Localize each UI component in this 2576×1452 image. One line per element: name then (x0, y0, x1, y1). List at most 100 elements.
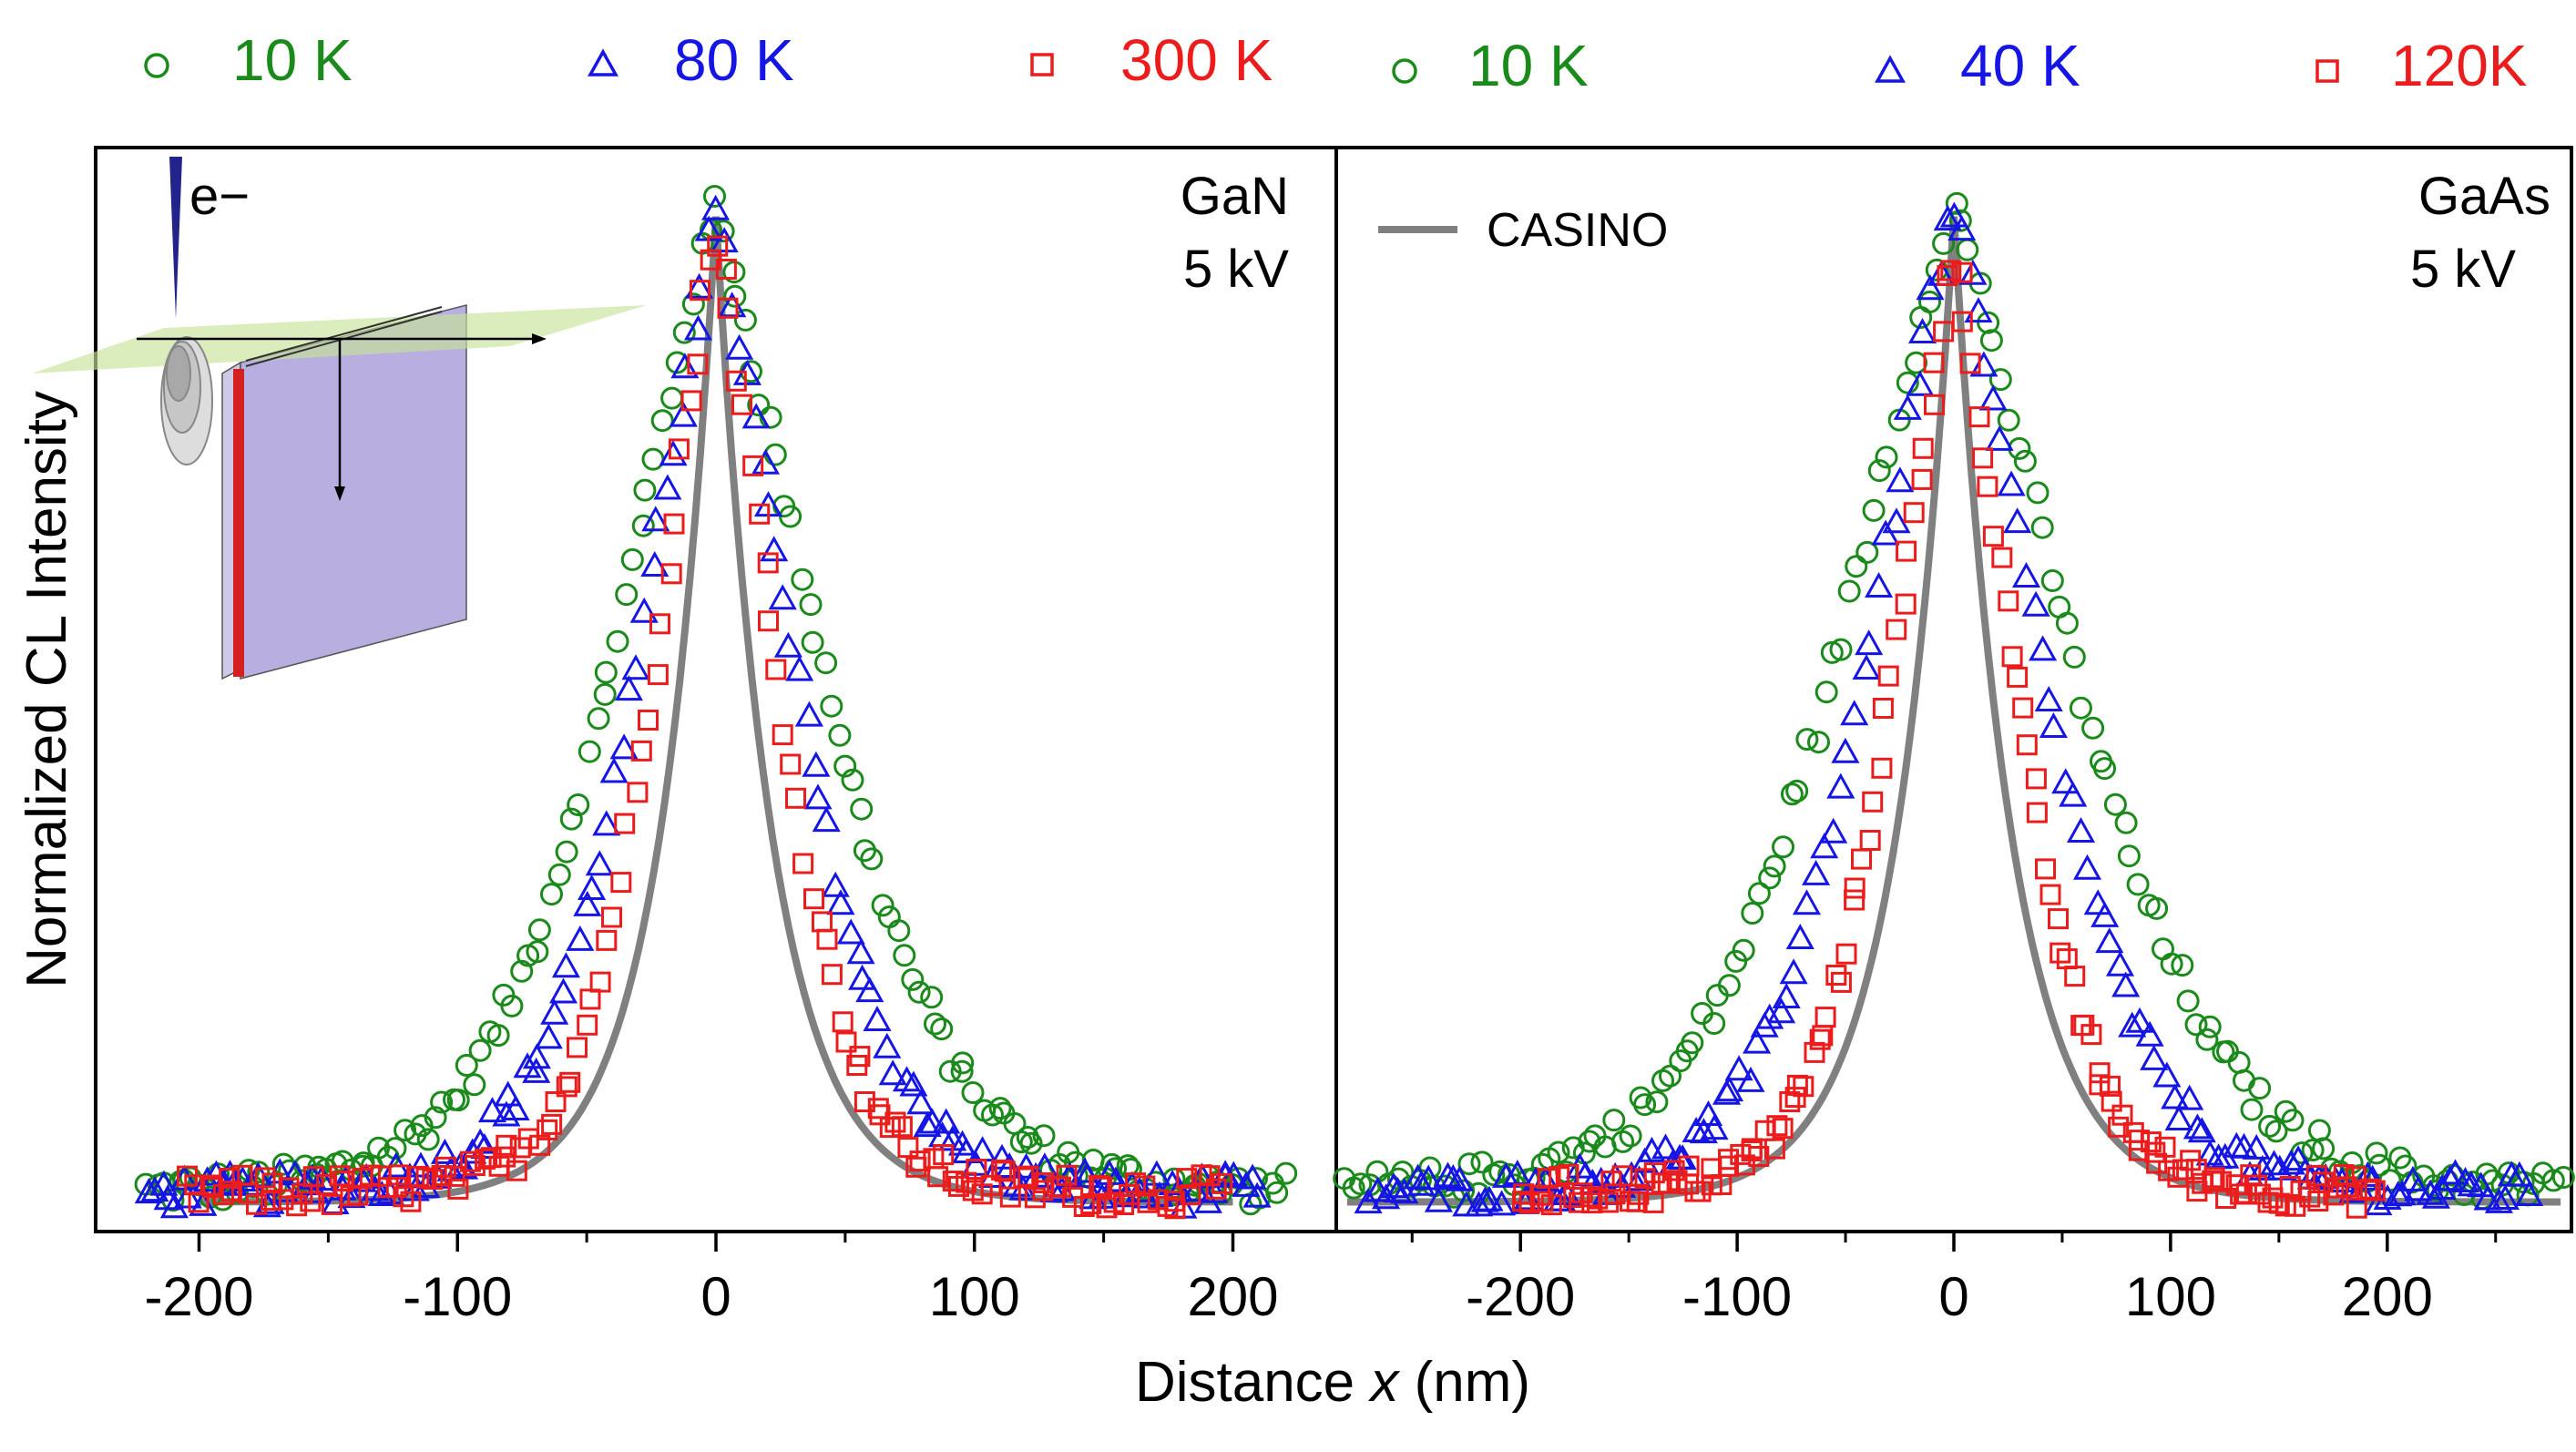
data-point-triangle (873, 1032, 902, 1058)
casino-legend-label: CASINO (1487, 204, 1668, 257)
data-point-square (660, 563, 682, 585)
data-point-triangle (2440, 1159, 2470, 1185)
x-tick-label: -100 (1682, 1266, 1792, 1327)
data-point-triangle (1916, 274, 1945, 301)
data-point-triangle (1840, 700, 1869, 726)
data-point-triangle (406, 1151, 435, 1178)
data-point-circle (1948, 209, 1972, 232)
data-point-triangle (794, 700, 823, 727)
data-point-circle (1470, 1150, 1494, 1174)
data-point-triangle (821, 871, 850, 897)
data-point-circle (1116, 1154, 1140, 1178)
data-point-triangle (1700, 1114, 1729, 1140)
data-point-circle (1274, 1161, 1298, 1185)
data-point-circle (1977, 311, 2000, 334)
data-point-square (884, 1111, 906, 1133)
data-point-circle (2176, 989, 2200, 1013)
voltage-label: 5 kV (1183, 240, 1289, 299)
data-point-circle (1119, 1158, 1142, 1181)
data-point-triangle (1882, 507, 1911, 534)
data-point-triangle (785, 655, 814, 681)
data-point-circle (620, 547, 644, 571)
data-point-square (1748, 1146, 1770, 1167)
data-point-square (1911, 468, 1933, 490)
legend-label: 80 K (674, 27, 794, 93)
data-point-square (545, 1091, 567, 1112)
data-point-triangle (2353, 1161, 2382, 1187)
right-plot-frame (1334, 146, 2573, 1233)
data-point-square (529, 1134, 551, 1156)
x-tick-label: 0 (1938, 1266, 1968, 1327)
data-point-triangle (492, 1100, 521, 1127)
data-point-triangle (917, 1108, 947, 1134)
data-point-circle (1925, 258, 1948, 281)
data-point-triangle (855, 977, 884, 1003)
data-point-square (400, 1191, 422, 1212)
legend-marker-circle (144, 53, 169, 78)
data-point-square (1835, 943, 1857, 965)
data-point-square (2035, 858, 2056, 880)
data-point-circle (1905, 351, 1928, 374)
data-point-square (1600, 1171, 1622, 1192)
data-point-square (579, 988, 601, 1010)
data-point-triangle (1651, 1133, 1681, 1160)
data-point-triangle (2072, 854, 2102, 880)
data-point-circle (1855, 540, 1879, 564)
data-point-square (1896, 540, 1917, 562)
data-point-triangle (173, 1182, 202, 1209)
data-point-circle (2541, 1169, 2565, 1192)
data-point-triangle (2034, 686, 2063, 711)
data-point-triangle (522, 1043, 551, 1069)
data-point-circle (1807, 731, 1830, 754)
data-point-circle (633, 478, 657, 502)
data-point-square (765, 659, 787, 680)
data-point-square (1611, 1165, 1633, 1187)
data-point-square (1772, 1118, 1794, 1140)
data-point-square (821, 964, 843, 986)
data-point-circle (1945, 191, 1968, 215)
data-point-circle (841, 768, 864, 792)
data-point-square (577, 1014, 598, 1036)
arrowhead-icon (532, 333, 547, 344)
legend-marker-triangle (1875, 55, 1906, 83)
data-point-square (1754, 1120, 1776, 1141)
data-point-square (1895, 593, 1917, 615)
data-point-circle (2069, 696, 2092, 720)
data-point-circle (1875, 445, 1898, 469)
data-point-triangle (1379, 1172, 1408, 1199)
data-point-square (1877, 665, 1899, 687)
data-point-square (2364, 1180, 2386, 1201)
data-point-circle (606, 629, 629, 653)
data-point-circle (486, 1024, 510, 1048)
data-point-square (444, 1165, 465, 1187)
data-point-triangle (1142, 1160, 1171, 1186)
data-point-circle (1578, 1130, 1601, 1153)
data-point-circle (1932, 231, 1956, 255)
data-point-circle (681, 292, 705, 316)
data-point-triangle (2029, 635, 2058, 661)
data-point-triangle (1736, 1066, 1765, 1092)
data-point-square (567, 1037, 588, 1058)
data-point-circle (641, 447, 665, 471)
data-point-triangle (2021, 590, 2050, 617)
data-point-circle (2281, 1109, 2305, 1132)
data-point-triangle (670, 353, 700, 379)
data-point-circle (650, 409, 674, 433)
data-point-circle (1633, 1093, 1657, 1117)
data-point-circle (893, 944, 916, 967)
data-point-triangle (751, 448, 781, 475)
data-point-circle (1758, 866, 1782, 890)
data-point-square (2025, 768, 2047, 790)
data-point-circle (820, 694, 843, 718)
data-point-circle (2240, 1098, 2264, 1121)
data-point-square (506, 1160, 527, 1181)
material-label: GaAs (2418, 167, 2550, 226)
data-point-triangle (540, 998, 569, 1025)
data-point-triangle (477, 1097, 507, 1123)
data-point-triangle (1958, 259, 1988, 285)
data-point-circle (2233, 1069, 2255, 1092)
data-point-triangle (2051, 768, 2080, 794)
data-point-circle (547, 863, 571, 886)
data-point-circle (907, 980, 931, 1004)
